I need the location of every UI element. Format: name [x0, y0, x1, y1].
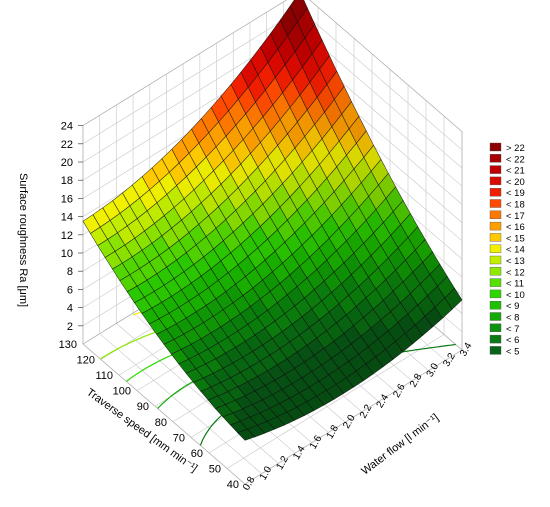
- floor-grid-line: [116, 323, 279, 464]
- surface-facet: [237, 428, 256, 441]
- legend-label: > 22: [506, 143, 525, 154]
- y-tick-label: 110: [95, 370, 113, 382]
- legend-label: < 5: [506, 346, 519, 357]
- z-tick-label: 18: [61, 175, 73, 187]
- legend-swatch: [489, 165, 502, 174]
- z-tick-label: 14: [61, 212, 73, 224]
- legend-label: < 13: [506, 256, 525, 267]
- z-tick-label: 8: [67, 266, 73, 278]
- legend-swatch: [489, 267, 502, 276]
- legend-swatch: [489, 187, 502, 197]
- x-tick-label: 3.4: [458, 341, 475, 359]
- z-tick-label: 4: [67, 303, 73, 315]
- legend-swatch: [489, 154, 502, 163]
- legend-label: < 9: [506, 301, 519, 312]
- y-tick-label: 50: [209, 463, 221, 475]
- z-tick-label: 24: [61, 121, 73, 133]
- legend-label: < 11: [506, 279, 524, 290]
- y-tick-label: 70: [173, 432, 185, 444]
- z-tick-label: 16: [61, 193, 73, 205]
- z-axis-label: Surface roughness Ra [μm]: [17, 173, 29, 307]
- z-tick-label: 10: [61, 248, 73, 260]
- legend-swatch: [489, 233, 502, 242]
- y-tick-label: 90: [137, 401, 149, 413]
- legend-label: < 8: [506, 313, 519, 324]
- legend-label: < 10: [506, 290, 525, 301]
- legend-label: < 6: [506, 335, 519, 346]
- legend-swatch: [489, 301, 502, 310]
- z-tick-label: 6: [67, 284, 73, 296]
- legend-swatch: [489, 289, 502, 299]
- legend-label: < 22: [506, 154, 525, 165]
- legend-swatch: [489, 312, 502, 321]
- legend-swatch: [489, 221, 502, 231]
- legend: > 22< 22< 21< 20< 19< 18< 17< 16< 15< 14…: [489, 142, 525, 357]
- legend-swatch: [489, 244, 502, 253]
- legend-label: < 18: [506, 200, 525, 211]
- legend-label: < 15: [506, 233, 525, 244]
- legend-label: < 17: [506, 211, 525, 222]
- x-axis-label: Water flow [l min⁻¹]: [359, 412, 441, 478]
- response-surface: [82, 0, 463, 441]
- y-tick-label: 130: [59, 339, 77, 351]
- legend-swatch: [489, 278, 502, 287]
- y-axis-label: Traverse speed [mm min⁻¹]: [84, 386, 199, 474]
- legend-label: < 14: [506, 245, 525, 256]
- z-tick-label: 20: [61, 157, 73, 169]
- floor-grid-line: [99, 333, 262, 474]
- legend-swatch: [489, 346, 502, 355]
- z-tick-label: 12: [61, 230, 73, 242]
- y-tick-label: 60: [191, 448, 203, 460]
- legend-swatch: [489, 334, 502, 344]
- legend-swatch: [489, 255, 502, 265]
- legend-swatch: [489, 210, 502, 220]
- legend-label: < 20: [506, 177, 525, 188]
- y-tick-label: 100: [113, 386, 131, 398]
- legend-label: < 12: [506, 267, 525, 278]
- legend-swatch: [489, 323, 502, 332]
- legend-swatch: [489, 199, 502, 208]
- legend-swatch: [489, 142, 502, 152]
- legend-label: < 16: [506, 222, 525, 233]
- legend-label: < 7: [506, 324, 519, 335]
- y-tick-label: 40: [227, 479, 239, 491]
- y-tick-label: 120: [77, 355, 95, 367]
- legend-swatch: [489, 176, 502, 186]
- z-tick-label: 22: [61, 139, 73, 151]
- legend-label: < 21: [506, 166, 525, 177]
- z-tick-label: 2: [67, 321, 73, 333]
- floor-grid-line: [226, 334, 445, 469]
- legend-label: < 19: [506, 188, 525, 199]
- y-tick-label: 80: [155, 417, 167, 429]
